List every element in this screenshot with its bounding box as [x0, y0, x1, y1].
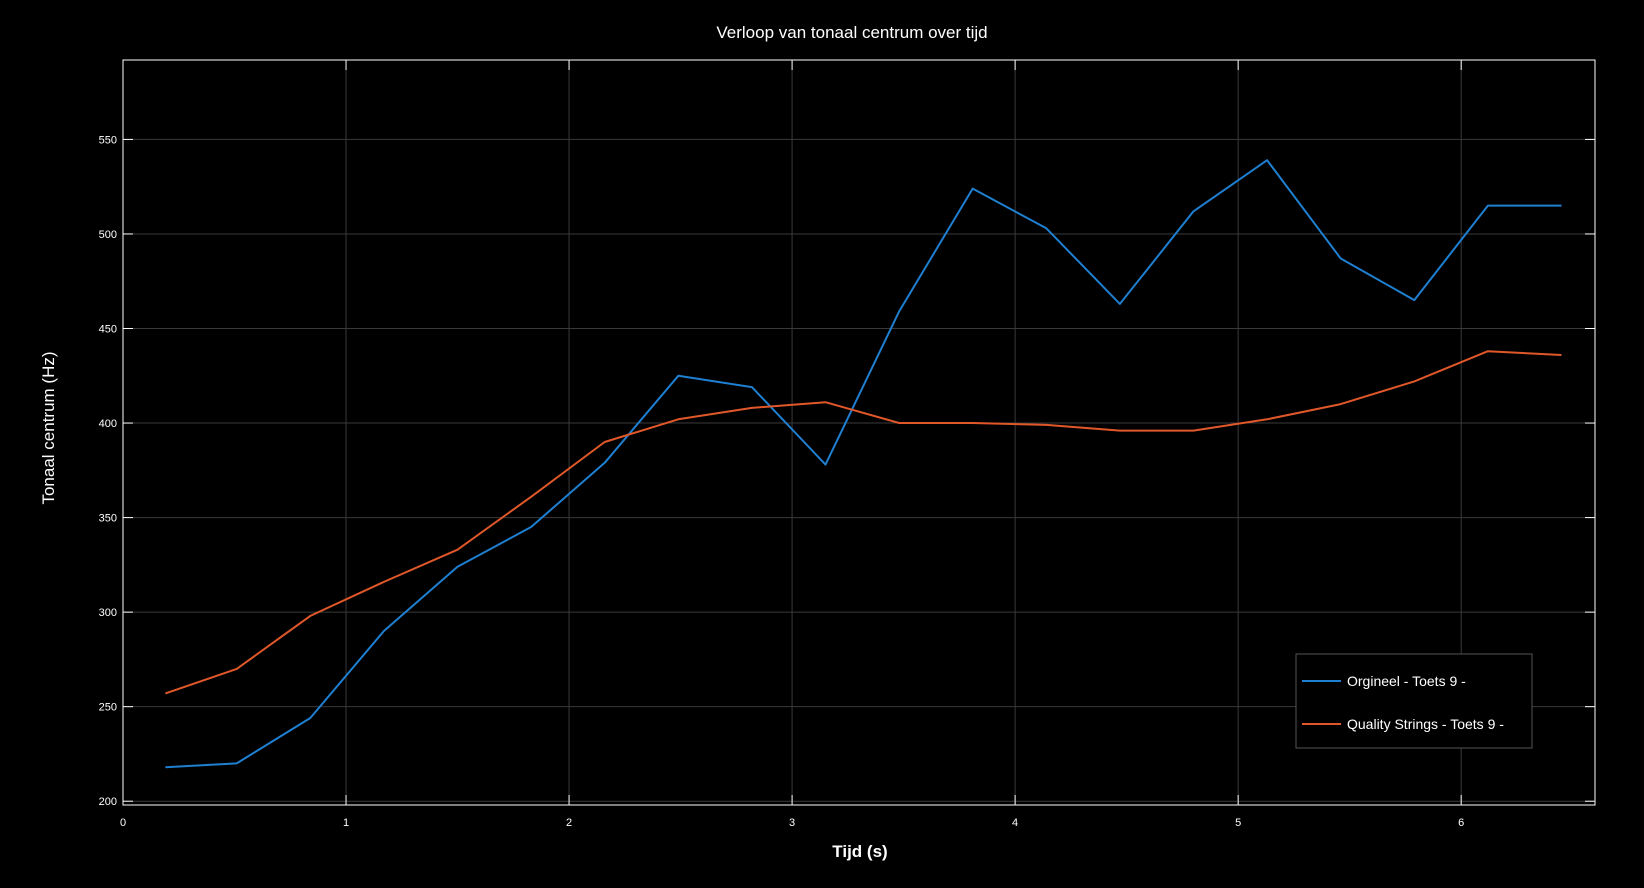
- x-tick-label: 3: [789, 817, 795, 829]
- y-tick-label: 400: [99, 418, 117, 430]
- y-tick-label: 250: [99, 702, 117, 714]
- legend-label-orgineel: Orgineel - Toets 9 -: [1347, 673, 1466, 689]
- series-line-0: [165, 159, 1562, 769]
- y-tick-label: 500: [99, 229, 117, 241]
- legend-label-quality-strings: Quality Strings - Toets 9 -: [1347, 716, 1504, 732]
- y-tick-label: 550: [99, 134, 117, 146]
- x-axis-ticks: 0 1 2 3 4 5 6: [120, 60, 1464, 829]
- x-tick-label: 5: [1235, 817, 1241, 829]
- y-axis-label: Tonaal centrum (Hz): [39, 351, 58, 504]
- x-axis-label: Tijd (s): [832, 842, 887, 861]
- chart-title: Verloop van tonaal centrum over tijd: [716, 23, 987, 42]
- y-axis-ticks: 200 250 300 350 400 450 500 550: [99, 134, 1595, 808]
- y-tick-label: 300: [99, 607, 117, 619]
- x-tick-label: 4: [1012, 817, 1018, 829]
- x-tick-label: 0: [120, 817, 126, 829]
- x-tick-label: 2: [566, 817, 572, 829]
- x-tick-label: 6: [1458, 817, 1464, 829]
- legend: Orgineel - Toets 9 - Quality Strings - T…: [1295, 653, 1533, 749]
- series-lines: [165, 159, 1562, 769]
- y-tick-label: 350: [99, 513, 117, 525]
- y-tick-label: 450: [99, 324, 117, 336]
- legend-box: [1295, 653, 1533, 749]
- series-line-1: [165, 350, 1562, 695]
- y-tick-label: 200: [99, 796, 117, 808]
- x-tick-label: 1: [343, 817, 349, 829]
